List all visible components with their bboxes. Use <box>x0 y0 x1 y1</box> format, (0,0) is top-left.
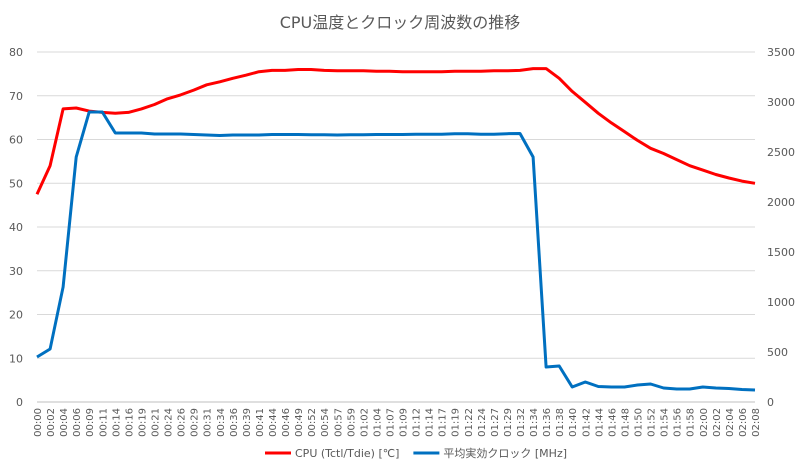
x-tick-label: 00:52 <box>307 408 318 437</box>
x-tick-label: 00:41 <box>255 408 266 437</box>
x-tick-label: 00:44 <box>268 408 279 437</box>
x-tick-label: 00:24 <box>164 408 175 437</box>
x-tick-label: 01:34 <box>529 408 540 437</box>
y-left-tick-label: 20 <box>9 309 23 322</box>
x-tick-label: 01:38 <box>555 408 566 437</box>
x-tick-label: 01:17 <box>438 408 449 437</box>
y-right-tick-label: 1000 <box>767 296 795 309</box>
x-tick-label: 00:19 <box>137 408 148 437</box>
x-tick-label: 01:27 <box>490 408 501 437</box>
x-tick-label: 01:02 <box>359 408 370 437</box>
x-tick-label: 01:48 <box>620 408 631 437</box>
x-tick-label: 00:49 <box>294 408 305 437</box>
x-tick-label: 00:59 <box>346 408 357 437</box>
x-tick-label: 00:04 <box>59 408 70 437</box>
x-tick-label: 00:16 <box>124 408 135 437</box>
x-tick-label: 01:56 <box>673 408 684 437</box>
y-left-tick-label: 70 <box>9 90 23 103</box>
x-tick-label: 00:31 <box>203 408 214 437</box>
y-right-tick-label: 2500 <box>767 146 795 159</box>
y-left-tick-label: 80 <box>9 46 23 59</box>
y-right-tick-label: 1500 <box>767 246 795 259</box>
x-tick-label: 01:32 <box>516 408 527 437</box>
x-tick-label: 01:12 <box>412 408 423 437</box>
x-tick-label: 01:14 <box>425 408 436 437</box>
x-tick-label: 00:02 <box>46 408 57 437</box>
chart-title: CPU温度とクロック周波数の推移 <box>280 13 521 32</box>
y-right-tick-label: 500 <box>767 346 788 359</box>
x-tick-label: 01:36 <box>542 408 553 437</box>
x-tick-label: 01:52 <box>647 408 658 437</box>
x-tick-label: 01:58 <box>686 408 697 437</box>
x-tick-label: 01:46 <box>607 408 618 437</box>
x-tick-label: 00:06 <box>72 408 83 437</box>
x-tick-label: 00:39 <box>242 408 253 437</box>
x-tick-label: 01:42 <box>581 408 592 437</box>
x-tick-label: 01:22 <box>464 408 475 437</box>
y-left-tick-label: 0 <box>16 396 23 409</box>
y-right-tick-label: 2000 <box>767 196 795 209</box>
x-tick-label: 01:54 <box>660 408 671 437</box>
x-tick-label: 02:00 <box>699 408 710 437</box>
x-tick-label: 01:09 <box>399 408 410 437</box>
x-tick-label: 02:02 <box>712 408 723 437</box>
y-left-tick-label: 50 <box>9 177 23 190</box>
x-tick-label: 00:11 <box>98 408 109 437</box>
x-tick-label: 00:14 <box>111 408 122 437</box>
x-tick-label: 01:04 <box>372 408 383 437</box>
y-right-tick-label: 3000 <box>767 96 795 109</box>
x-tick-label: 00:54 <box>320 408 331 437</box>
x-tick-label: 01:19 <box>451 408 462 437</box>
series-line-left <box>35 67 756 195</box>
y-right-tick-label: 3500 <box>767 46 795 59</box>
x-tick-label: 00:09 <box>85 408 96 437</box>
x-tick-label: 01:07 <box>385 408 396 437</box>
x-tick-label: 00:46 <box>281 408 292 437</box>
x-tick-label: 00:34 <box>216 408 227 437</box>
x-tick-label: 01:40 <box>568 408 579 437</box>
x-tick-label: 01:50 <box>634 408 645 437</box>
x-tick-label: 00:57 <box>333 408 344 437</box>
x-tick-label: 02:04 <box>725 408 736 437</box>
y-right-tick-label: 0 <box>767 396 774 409</box>
x-tick-label: 01:29 <box>503 408 514 437</box>
x-tick-label: 00:21 <box>150 408 161 437</box>
y-left-tick-label: 60 <box>9 134 23 147</box>
y-left-tick-label: 10 <box>9 352 23 365</box>
x-tick-label: 00:26 <box>177 408 188 437</box>
x-tick-label: 00:00 <box>33 408 44 437</box>
x-tick-label: 02:08 <box>751 408 762 437</box>
y-left-tick-label: 40 <box>9 221 23 234</box>
x-tick-label: 01:24 <box>477 408 488 437</box>
x-tick-label: 00:36 <box>229 408 240 437</box>
y-left-tick-label: 30 <box>9 265 23 278</box>
x-tick-label: 01:44 <box>594 408 605 437</box>
legend-label: 平均実効クロック [MHz] <box>443 446 567 460</box>
legend-label: CPU (Tctl/Tdie) [℃] <box>295 447 399 460</box>
x-tick-label: 02:06 <box>738 408 749 437</box>
series-line-right <box>36 110 756 392</box>
x-tick-label: 00:29 <box>190 408 201 437</box>
